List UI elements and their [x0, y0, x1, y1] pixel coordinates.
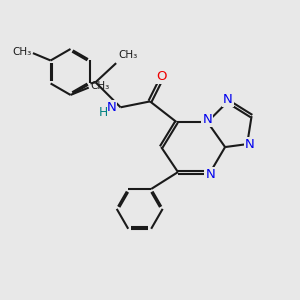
Text: O: O	[157, 70, 167, 83]
Text: N: N	[223, 93, 233, 106]
Text: N: N	[206, 168, 215, 181]
Text: N: N	[202, 113, 212, 126]
Text: H: H	[99, 106, 108, 119]
Text: CH₃: CH₃	[12, 47, 32, 57]
Text: CH₃: CH₃	[118, 50, 138, 60]
Text: CH₃: CH₃	[90, 81, 110, 91]
Text: N: N	[244, 138, 254, 151]
Text: N: N	[106, 101, 116, 114]
